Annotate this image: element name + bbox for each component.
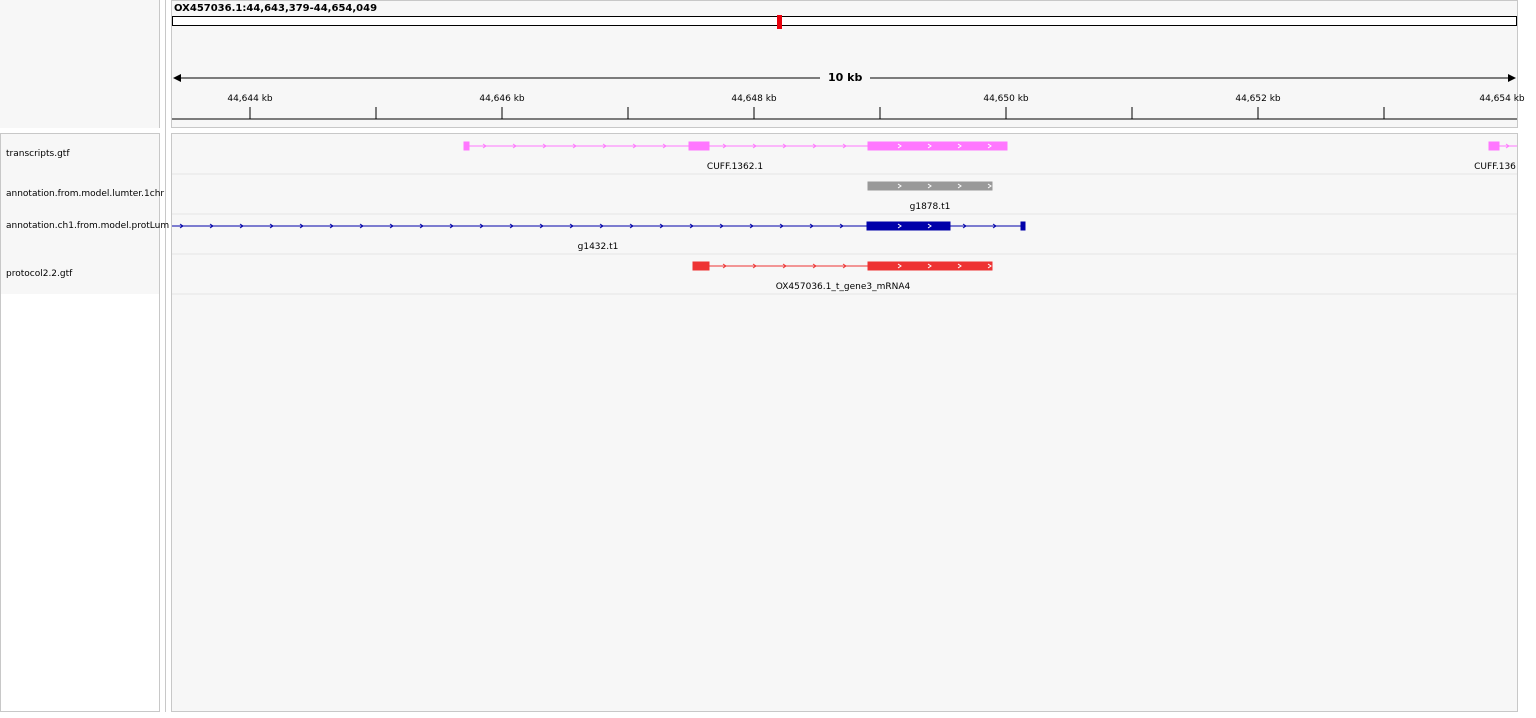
track-name-transcripts[interactable]: transcripts.gtf [6, 149, 70, 159]
feature-cuff-136 [1488, 141, 1517, 151]
feature-label: CUFF.136 [1474, 162, 1516, 172]
track-name-annotation-protlum[interactable]: annotation.ch1.from.model.protLum [6, 221, 170, 231]
feature-label: CUFF.1362.1 [706, 162, 764, 172]
track-data-panel[interactable]: CUFF.1362.1 CUFF.136 g1878.t1 g1432.t1 O… [171, 133, 1518, 712]
chromosome-ideogram[interactable] [172, 16, 1517, 26]
tick-label: 44,652 kb [1235, 94, 1281, 104]
panel-divider[interactable] [165, 0, 166, 712]
current-region-marker [777, 15, 782, 29]
feature-g1432-t1 [172, 221, 1026, 231]
feature-cuff-1362-1 [463, 141, 1008, 151]
header-name-area [0, 0, 160, 128]
track-graphics [172, 141, 1517, 295]
ruler-graphics [172, 74, 1517, 120]
track-name-background [1, 134, 159, 294]
ruler-panel[interactable]: OX457036.1:44,643,379-44,654,049 10 kb 4… [171, 0, 1525, 128]
tick-label: 44,650 kb [983, 94, 1029, 104]
feature-label: g1432.t1 [577, 242, 619, 252]
feature-label: g1878.t1 [909, 202, 951, 212]
span-arrow-left [173, 74, 181, 82]
span-arrow-right [1508, 74, 1516, 82]
tick-label: 44,644 kb [227, 94, 273, 104]
track-name-protocol[interactable]: protocol2.2.gtf [6, 269, 73, 279]
feature-g1878-t1 [867, 181, 993, 191]
tick-label: 44,654 kb [1479, 94, 1525, 104]
track-name-panel[interactable]: transcripts.gtf annotation.from.model.lu… [0, 133, 169, 712]
feature-label: OX457036.1_t_gene3_mRNA4 [775, 282, 911, 292]
feature-ox457036-mrna4 [692, 261, 993, 271]
track-name-annotation-lumter[interactable]: annotation.from.model.lumter.1chr [6, 189, 165, 199]
span-label: 10 kb [820, 71, 871, 84]
tick-label: 44,648 kb [731, 94, 777, 104]
locus-label: OX457036.1:44,643,379-44,654,049 [174, 3, 378, 14]
tick-label: 44,646 kb [479, 94, 525, 104]
